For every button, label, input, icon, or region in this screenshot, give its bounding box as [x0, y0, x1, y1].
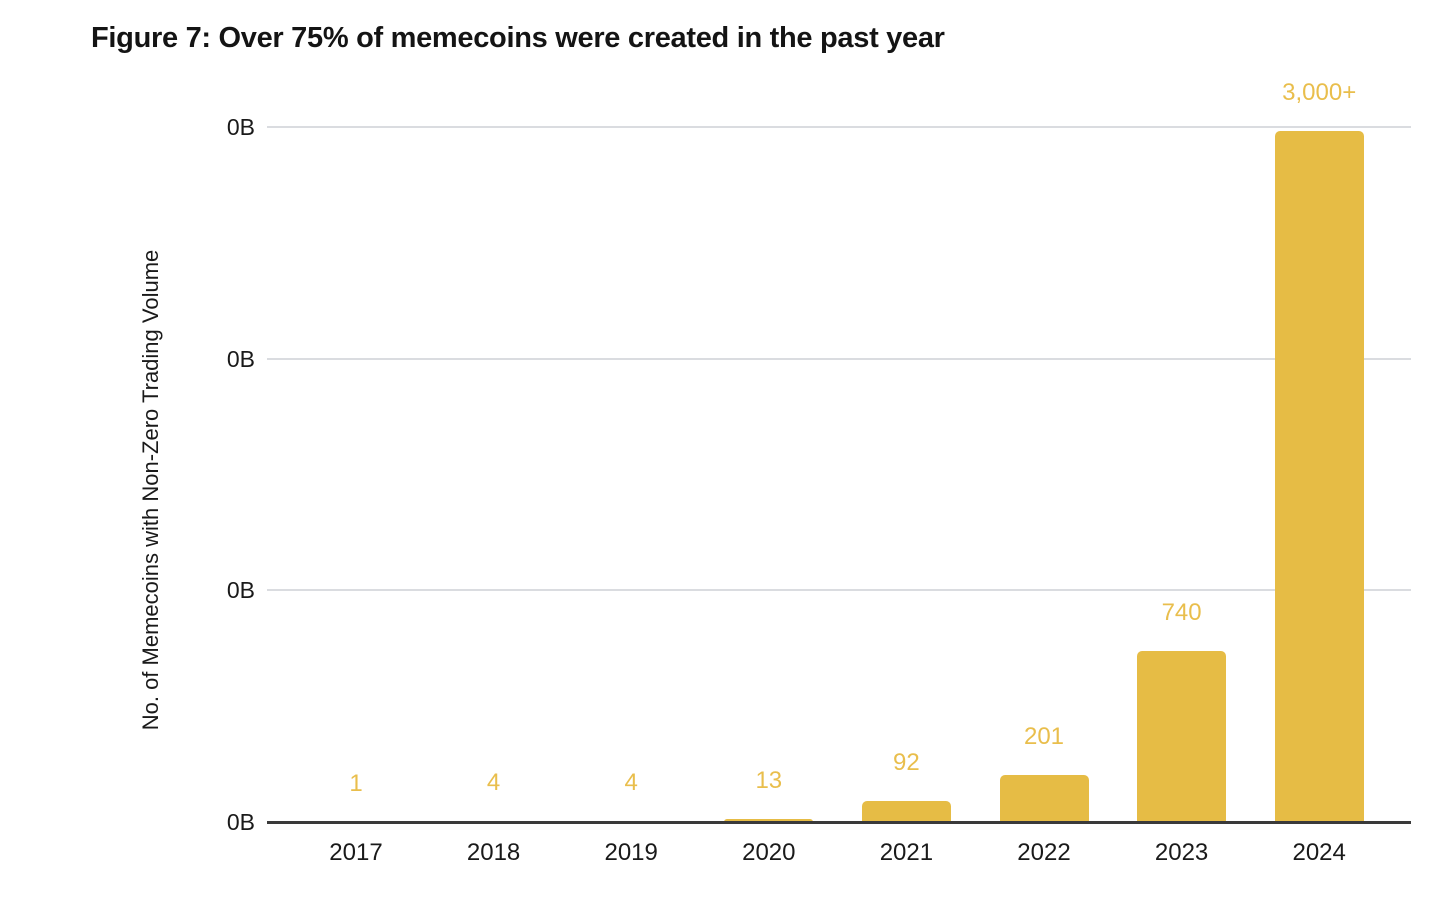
bar-value-label-2020: 13 [755, 766, 783, 794]
bar-value-label-2023: 740 [1161, 598, 1202, 626]
bar-value-label-2018: 4 [486, 769, 501, 797]
x-tick-label-2022: 2022 [1017, 839, 1071, 866]
bar-2023 [1137, 650, 1227, 822]
x-tick-label-2017: 2017 [329, 839, 383, 866]
bar-2024 [1274, 131, 1364, 822]
gridline [267, 126, 1411, 128]
y-tick-label: 0B [226, 577, 255, 604]
x-tick-label-2018: 2018 [466, 839, 521, 866]
figure-title: Figure 7: Over 75% of memecoins were cre… [91, 22, 945, 54]
x-tick-label-2024: 2024 [1292, 839, 1346, 866]
bar-2022 [999, 775, 1089, 822]
gridline [267, 357, 1411, 360]
x-tick-label-2020: 2020 [742, 839, 796, 866]
y-tick-label: 0B [226, 114, 255, 140]
gridline [267, 589, 1411, 592]
x-tick-label-2023: 2023 [1154, 839, 1209, 866]
y-axis-title: No. of Memecoins with Non-Zero Trading V… [138, 249, 163, 731]
bar-value-label-2019: 4 [624, 769, 638, 797]
bar-value-label-2024: 3,000+ [1282, 79, 1357, 106]
bar-2021 [861, 800, 951, 822]
x-axis-line [267, 820, 1411, 824]
bar-value-label-2022: 201 [1023, 723, 1065, 751]
bar-value-label-2017: 1 [349, 769, 363, 797]
y-tick-label: 0B [226, 345, 255, 372]
bar-2020 [724, 818, 814, 822]
x-tick-label-2019: 2019 [604, 839, 658, 866]
y-tick-label: 0B [226, 809, 255, 835]
bar-value-label-2021: 92 [893, 748, 920, 776]
x-tick-label-2021: 2021 [879, 839, 934, 866]
